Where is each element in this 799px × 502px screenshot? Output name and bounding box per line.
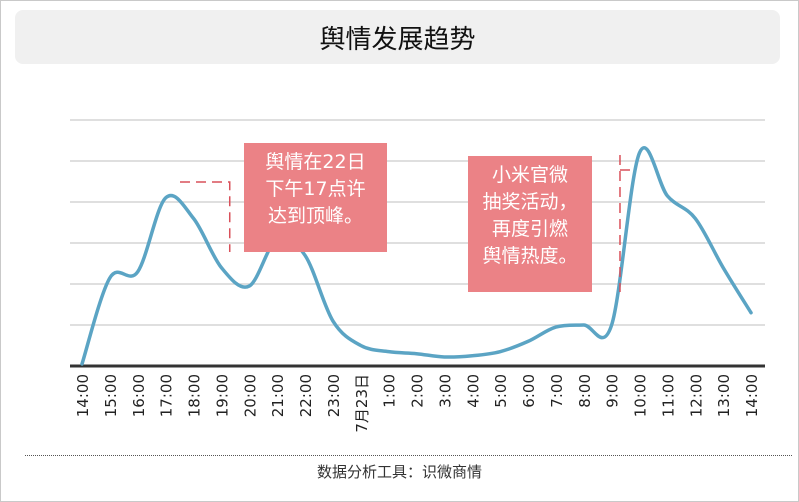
grid-lines xyxy=(70,119,765,326)
x-tick-label: 17:00 xyxy=(158,374,176,417)
x-tick-label: 11:00 xyxy=(659,374,677,417)
annotation-leaders xyxy=(180,155,636,292)
chart-title: 舆情发展趋势 xyxy=(15,10,780,64)
x-tick-label: 1:00 xyxy=(381,374,399,408)
x-tick-label: 21:00 xyxy=(269,374,287,417)
x-tick-label: 7月23日 xyxy=(353,374,371,433)
x-tick-label: 4:00 xyxy=(464,374,482,408)
x-tick-labels: 14:00 15:00 16:00 17:00 18:00 19:00 20:00 21:00… xyxy=(74,374,761,433)
x-tick-label: 6:00 xyxy=(520,374,538,408)
series-layer xyxy=(80,146,753,366)
x-tick-label: 15:00 xyxy=(102,374,120,417)
x-tick-label: 2:00 xyxy=(409,374,427,408)
x-tick-label: 9:00 xyxy=(604,374,622,408)
x-tick-label: 12:00 xyxy=(687,374,705,417)
leader-peak xyxy=(180,181,231,252)
x-tick-label: 23:00 xyxy=(325,374,343,417)
leader-lottery xyxy=(619,155,636,292)
x-tick-label: 19:00 xyxy=(213,374,231,417)
x-tick-label: 7:00 xyxy=(548,374,566,408)
x-tick-label: 20:00 xyxy=(241,374,259,417)
series-line xyxy=(80,146,753,366)
x-tick-label: 8:00 xyxy=(576,374,594,408)
x-tick-label: 18:00 xyxy=(186,374,204,417)
x-tick-label: 5:00 xyxy=(492,374,510,408)
x-tick-label: 3:00 xyxy=(436,374,454,408)
annotation-peak: 舆情在22日 下午17点许 达到顶峰。 xyxy=(244,143,387,252)
x-tick-label: 22:00 xyxy=(297,374,315,417)
x-tick-label: 16:00 xyxy=(130,374,148,417)
x-tick-label: 13:00 xyxy=(715,374,733,417)
x-tick-label: 14:00 xyxy=(743,374,761,417)
source-label: 数据分析工具：识微商情 xyxy=(316,463,482,481)
footer-divider xyxy=(25,455,792,456)
x-tick-label: 10:00 xyxy=(632,374,650,417)
annotation-lottery: 小米官微 抽奖活动， 再度引燃 舆情热度。 xyxy=(468,156,592,292)
x-tick-label: 14:00 xyxy=(74,374,92,417)
